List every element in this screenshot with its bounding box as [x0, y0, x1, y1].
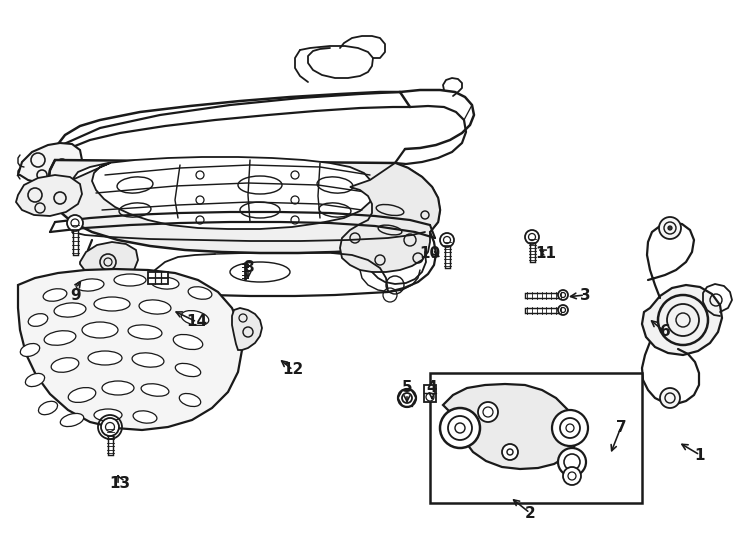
Ellipse shape [43, 289, 67, 301]
Polygon shape [642, 285, 722, 355]
Circle shape [558, 448, 586, 476]
Circle shape [668, 226, 672, 230]
Text: 5: 5 [401, 381, 413, 395]
Text: 7: 7 [616, 420, 626, 435]
Circle shape [525, 230, 539, 244]
Circle shape [659, 217, 681, 239]
Polygon shape [16, 175, 82, 216]
Text: 1: 1 [695, 448, 705, 462]
Circle shape [101, 418, 119, 436]
Ellipse shape [26, 373, 45, 387]
Polygon shape [232, 308, 262, 350]
Circle shape [440, 233, 454, 247]
Ellipse shape [21, 343, 40, 356]
Polygon shape [73, 223, 78, 255]
Ellipse shape [102, 381, 134, 395]
Polygon shape [18, 143, 82, 183]
Circle shape [398, 389, 416, 407]
Polygon shape [424, 385, 436, 402]
Ellipse shape [94, 297, 130, 311]
Circle shape [440, 408, 480, 448]
Text: 14: 14 [186, 314, 208, 329]
Ellipse shape [54, 303, 86, 317]
Circle shape [563, 467, 581, 485]
Polygon shape [80, 242, 138, 280]
Circle shape [67, 215, 83, 231]
Text: 3: 3 [580, 287, 590, 302]
Bar [148, 272, 168, 284]
Ellipse shape [38, 401, 57, 415]
Ellipse shape [188, 287, 212, 299]
Polygon shape [443, 384, 578, 469]
Circle shape [558, 305, 568, 315]
Text: 9: 9 [70, 287, 81, 302]
Polygon shape [525, 293, 563, 298]
Ellipse shape [151, 277, 179, 289]
Circle shape [558, 290, 568, 300]
Circle shape [552, 410, 588, 446]
Ellipse shape [173, 334, 203, 349]
Ellipse shape [76, 279, 104, 291]
Ellipse shape [141, 384, 169, 396]
Circle shape [478, 402, 498, 422]
Ellipse shape [128, 325, 162, 339]
Ellipse shape [88, 351, 122, 365]
Bar [430, 373, 642, 503]
Polygon shape [18, 269, 242, 430]
Ellipse shape [60, 414, 84, 427]
Polygon shape [445, 240, 449, 268]
Polygon shape [340, 163, 440, 272]
Ellipse shape [94, 409, 122, 421]
Ellipse shape [181, 310, 208, 326]
Polygon shape [525, 307, 563, 313]
Text: 4: 4 [426, 381, 437, 395]
Ellipse shape [179, 394, 200, 407]
Ellipse shape [44, 330, 76, 345]
Polygon shape [48, 160, 440, 253]
Text: 10: 10 [419, 246, 440, 260]
Text: 8: 8 [243, 260, 253, 275]
Ellipse shape [132, 353, 164, 367]
Ellipse shape [114, 274, 146, 286]
Text: 13: 13 [109, 476, 131, 490]
Ellipse shape [28, 314, 48, 326]
Ellipse shape [133, 411, 157, 423]
Ellipse shape [139, 300, 171, 314]
Text: 6: 6 [660, 325, 670, 340]
Ellipse shape [82, 322, 118, 338]
Text: 2: 2 [525, 505, 535, 521]
Polygon shape [72, 157, 374, 229]
Polygon shape [107, 427, 112, 455]
Ellipse shape [68, 388, 95, 402]
Circle shape [502, 444, 518, 460]
Circle shape [660, 388, 680, 408]
Text: 12: 12 [283, 362, 304, 377]
Ellipse shape [51, 357, 79, 372]
Ellipse shape [175, 363, 200, 376]
Polygon shape [529, 237, 534, 262]
Text: 11: 11 [536, 246, 556, 260]
